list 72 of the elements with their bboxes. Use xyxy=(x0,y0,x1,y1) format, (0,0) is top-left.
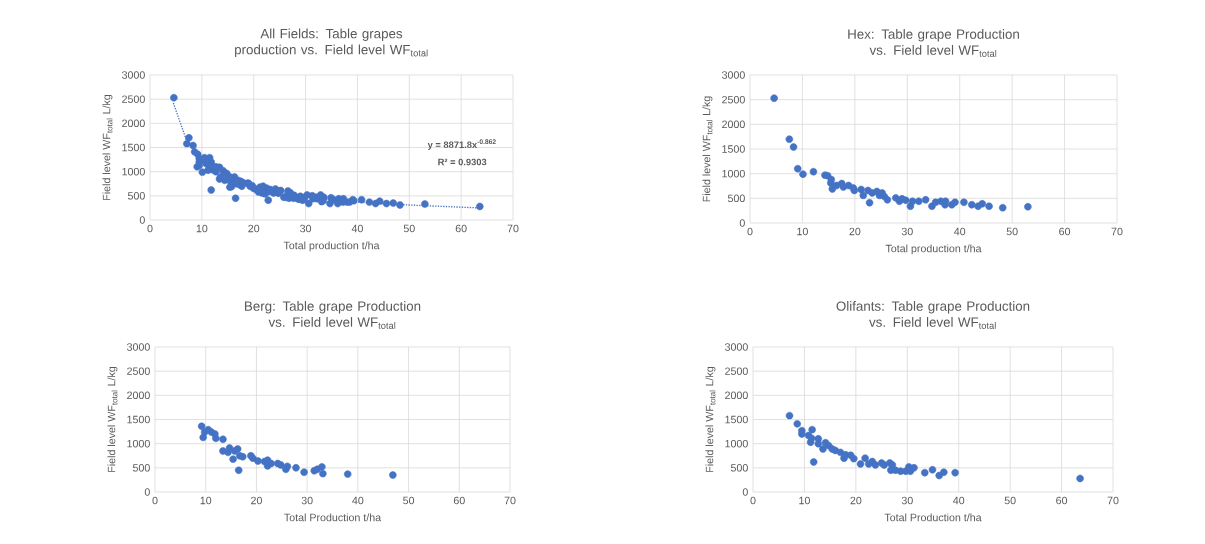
x-tick-label: 30 xyxy=(901,227,913,236)
y-tick-label: 2000 xyxy=(127,391,150,400)
x-tick-label: 60 xyxy=(455,224,467,233)
x-tick-label: 0 xyxy=(152,496,158,505)
x-axis-title: Total production t/ha xyxy=(885,244,982,255)
y-tick-label: 1500 xyxy=(725,415,748,424)
y-tick-label: 3000 xyxy=(121,71,145,79)
y-tick-label: 2500 xyxy=(722,95,745,104)
x-tick-label: 30 xyxy=(300,224,312,233)
x-tick-label: 40 xyxy=(352,496,364,505)
y-tick-label: 0 xyxy=(139,216,145,224)
y-tick-label: 2000 xyxy=(122,119,145,128)
y-axis-title: Field level WF$_{total}$ L/kg xyxy=(102,94,113,200)
annotation: y = 8871.8x$^{-0.862}$ xyxy=(427,139,496,150)
x-tick-label: 70 xyxy=(1111,227,1123,236)
x-tick-label: 70 xyxy=(507,224,519,233)
chart-title: Olifants: Table grape Production vs. Field level WF$_{total}$ xyxy=(836,301,1030,329)
chart-title: Hex: Table grape Production vs. Field level WF$_{total}$ xyxy=(848,29,1019,57)
x-tick-label: 30 xyxy=(301,496,313,505)
x-tick-label: 50 xyxy=(403,224,415,233)
x-tick-label: 60 xyxy=(453,496,465,505)
x-tick-label: 40 xyxy=(351,224,363,233)
annotation: R² = 0.9303 xyxy=(438,158,487,166)
y-tick-label: 1000 xyxy=(122,167,145,176)
y-tick-label: 3000 xyxy=(126,343,150,351)
x-tick-label: 20 xyxy=(850,496,862,505)
x-tick-label: 50 xyxy=(403,496,415,505)
y-tick-label: 0 xyxy=(739,219,745,227)
y-tick-label: 3000 xyxy=(724,343,748,351)
x-tick-label: 20 xyxy=(251,496,262,505)
y-tick-label: 1000 xyxy=(127,439,150,448)
chart-title: All Fields: Table grapes production vs. Field level WF$_{total}$ xyxy=(235,28,428,57)
y-tick-label: 1500 xyxy=(127,415,150,424)
x-tick-label: 40 xyxy=(954,227,966,236)
y-tick-label: 2000 xyxy=(725,391,748,400)
x-tick-label: 50 xyxy=(1004,496,1016,505)
x-tick-label: 60 xyxy=(1056,496,1068,505)
y-tick-label: 1000 xyxy=(725,439,748,448)
x-tick-label: 50 xyxy=(1006,227,1018,236)
y-tick-label: 2500 xyxy=(725,367,748,375)
y-tick-label: 500 xyxy=(730,464,748,472)
y-tick-label: 3000 xyxy=(721,71,745,79)
x-tick-label: 10 xyxy=(797,227,808,236)
y-tick-label: 0 xyxy=(742,488,748,496)
y-tick-label: 1000 xyxy=(722,169,745,178)
x-tick-label: 40 xyxy=(953,496,965,505)
x-tick-label: 10 xyxy=(200,496,212,505)
x-tick-label: 20 xyxy=(248,224,260,233)
chart-title: Berg: Table grape Production vs. Field level WF$_{total}$ xyxy=(245,301,421,329)
y-tick-label: 2500 xyxy=(122,95,145,103)
y-tick-label: 1500 xyxy=(722,145,745,153)
y-tick-label: 0 xyxy=(144,488,150,496)
y-tick-label: 500 xyxy=(127,192,145,200)
y-tick-label: 2000 xyxy=(722,120,745,129)
x-tick-label: 20 xyxy=(849,227,861,236)
y-tick-label: 500 xyxy=(132,464,150,472)
y-tick-label: 500 xyxy=(727,194,745,203)
x-tick-label: 70 xyxy=(504,496,516,505)
x-tick-label: 70 xyxy=(1107,496,1119,505)
x-tick-label: 60 xyxy=(1059,227,1071,236)
x-tick-label: 10 xyxy=(196,224,208,233)
y-tick-label: 1500 xyxy=(122,143,145,152)
y-axis-title: Field level WF$_{total}$ L/kg xyxy=(702,96,713,202)
x-axis-title: Total Production t/ha xyxy=(284,513,382,522)
x-tick-label: 0 xyxy=(750,496,756,505)
x-axis-title: Total production t/ha xyxy=(283,241,380,252)
x-tick-label: 10 xyxy=(799,496,810,505)
x-tick-label: 30 xyxy=(901,496,913,505)
x-axis-title: Total Production t/ha xyxy=(884,513,982,522)
y-axis-title: Field level WF$_{total}$ L/kg xyxy=(107,366,118,472)
y-axis-title: Field level WF$_{total}$ L/kg xyxy=(705,366,716,472)
y-tick-label: 2500 xyxy=(127,367,150,375)
